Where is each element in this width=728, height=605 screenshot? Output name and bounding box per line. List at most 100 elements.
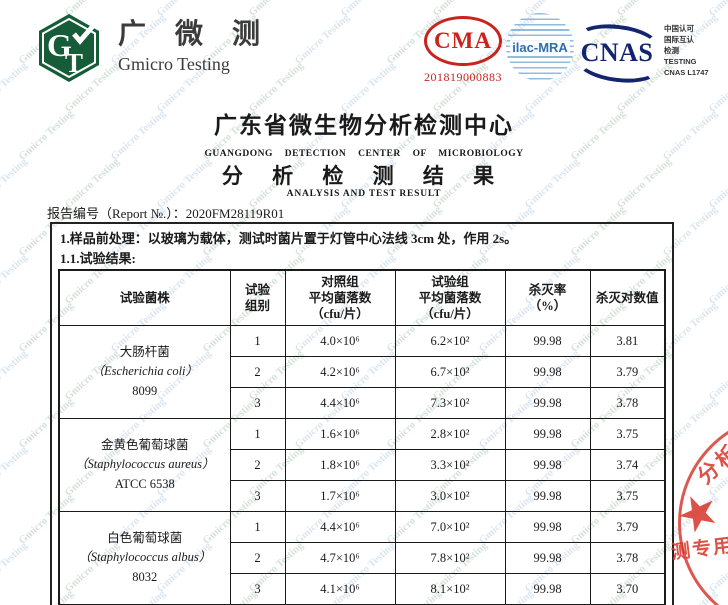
- table-cell: 4.2×10⁶: [284, 356, 396, 388]
- table-cell: 3: [229, 573, 286, 605]
- table-cell: 4.4×10⁶: [284, 387, 396, 419]
- report-number-line: 报告编号（Report №.）：2020FM28119R01: [47, 203, 284, 222]
- table-cell: 4.7×10⁶: [284, 542, 396, 574]
- cnas-text-line: CNAS L1747: [664, 67, 709, 77]
- table-row: 2 4.7×10⁶ 7.8×10² 99.98 3.78: [59, 542, 666, 574]
- table-cell: 3.79: [589, 356, 666, 388]
- table-header-row: 试验菌株 试验 组别 对照组 平均菌落数 （cfu/片） 试验组 平均菌落数 （cfu/片） 杀灭…: [58, 269, 666, 326]
- cnas-text-line: 国际互认: [664, 34, 694, 44]
- strain-name-cn: 金黄色葡萄球菌: [100, 437, 189, 452]
- table-cell: 2: [229, 542, 286, 574]
- table-row: 3 4.1×10⁶ 8.1×10² 99.98 3.70: [59, 573, 666, 605]
- watermark-text: Gmicro Testing: [293, 12, 352, 67]
- cnas-text-line: TESTING: [664, 56, 697, 66]
- cma-certification: CMA 201819000883: [424, 16, 502, 85]
- strain-name-latin: （Escherichia coli）: [91, 364, 199, 379]
- watermark-text: Gmicro Testing: [707, 348, 728, 403]
- cnas-logo-icon: CNAS: [580, 38, 654, 70]
- svg-text:T: T: [65, 48, 83, 78]
- watermark-text: Gmicro Testing: [0, 444, 30, 499]
- table-cell: 99.98: [504, 573, 591, 605]
- column-header: 杀灭对数值: [589, 269, 666, 326]
- watermark-text: Gmicro Testing: [707, 252, 728, 307]
- cma-logo-icon: CMA: [424, 16, 502, 66]
- cnas-label: CNAS: [580, 38, 654, 67]
- svg-text:G: G: [47, 27, 72, 63]
- table-cell: 6.7×10²: [394, 356, 506, 388]
- cnas-text-line: 检测: [664, 45, 679, 55]
- table-cell: 1.7×10⁶: [284, 480, 396, 512]
- column-header: 试验菌株: [58, 269, 231, 326]
- pretreatment-text: 1.样品前处理：以玻璃为载体，测试时菌片置于灯管中心法线 3cm 处，作用 2s…: [60, 231, 518, 246]
- table-cell: 7.0×10²: [394, 511, 506, 543]
- strain-name-cell: 大肠杆菌 （Escherichia coli） 8099: [58, 325, 231, 419]
- table-cell: 99.98: [504, 511, 591, 543]
- brand-logo: G T 广 微 测 Gmicro Testing: [34, 12, 271, 84]
- table-cell: 2: [229, 449, 286, 481]
- cnas-accreditation-text: 中国认可 国际互认 检测 TESTING CNAS L1747: [664, 24, 709, 78]
- brand-name-en: Gmicro Testing: [118, 53, 230, 74]
- strain-name-cn: 白色葡萄球菌: [107, 530, 183, 545]
- red-seal: ★ 分析 测专用: [668, 413, 728, 605]
- result-title-en: ANALYSIS AND TEST RESULT: [286, 189, 442, 199]
- watermark-text: Gmicro Testing: [0, 540, 30, 595]
- table-cell: 3.0×10²: [394, 480, 506, 512]
- table-cell: 1: [229, 511, 286, 543]
- table-cell: 1: [229, 418, 286, 450]
- table-cell: 4.4×10⁶: [284, 511, 396, 543]
- strain-name-cell: 白色葡萄球菌 （Staphylococcus albus） 8032: [58, 511, 231, 605]
- watermark-text: Gmicro Testing: [0, 348, 30, 403]
- table-cell: 3.79: [589, 511, 666, 543]
- column-header: 对照组 平均菌落数 （cfu/片）: [284, 269, 396, 326]
- center-title-en: GUANGDONG DETECTION CENTER OF MICROBIOLO…: [204, 149, 524, 159]
- column-header: 试验组 平均菌落数 （cfu/片）: [394, 269, 506, 326]
- strain-code: 8099: [132, 383, 158, 398]
- report-number-label: 报告编号（Report №.）：: [47, 206, 186, 221]
- table-cell: 1.6×10⁶: [284, 418, 396, 450]
- table-row: 大肠杆菌 （Escherichia coli） 8099 1 4.0×10⁶ 6.2×10…: [58, 325, 666, 419]
- cma-label: CMA: [434, 28, 492, 53]
- table-cell: 99.98: [504, 418, 591, 450]
- brand-name-cn: 广 微 测: [118, 19, 272, 50]
- seal-bottom-text: 测专用: [670, 535, 728, 564]
- table-cell: 3.75: [589, 418, 666, 450]
- table-cell: 3: [229, 480, 286, 512]
- table-cell: 99.98: [504, 449, 591, 481]
- watermark-text: Gmicro Testing: [0, 252, 30, 307]
- table-row: 白色葡萄球菌 （Staphylococcus albus） 8032 1 4.4×10⁶…: [58, 511, 666, 605]
- table-row: 金黄色葡萄球菌 （Staphylococcus aureus） ATCC 6538 1…: [58, 418, 666, 512]
- table-cell: 7.8×10²: [394, 542, 506, 574]
- strain-name-cell: 金黄色葡萄球菌 （Staphylococcus aureus） ATCC 6538: [58, 418, 231, 512]
- result-heading: 1.1.试验结果:: [60, 251, 136, 266]
- table-cell: 99.98: [504, 387, 591, 419]
- table-cell: 3.75: [589, 480, 666, 512]
- table-cell: 99.98: [504, 542, 591, 574]
- table-cell: 4.0×10⁶: [284, 325, 396, 357]
- column-header: 试验 组别: [229, 269, 286, 326]
- table-cell: 3: [229, 387, 286, 419]
- ilac-mra-logo-icon: ilac-MRA: [506, 13, 574, 81]
- watermark-text: Gmicro Testing: [339, 0, 398, 19]
- brand-text: 广 微 测 Gmicro Testing: [118, 12, 271, 75]
- results-box: 1.样品前处理：以玻璃为载体，测试时菌片置于灯管中心法线 3cm 处，作用 2s…: [50, 222, 674, 605]
- strain-name-latin: （Staphylococcus albus）: [78, 550, 212, 565]
- watermark-text: Gmicro Testing: [707, 0, 728, 19]
- table-cell: 99.98: [504, 480, 591, 512]
- table-cell: 8.1×10²: [394, 573, 506, 605]
- watermark-text: Gmicro Testing: [615, 0, 674, 19]
- table-cell: 3.3×10²: [394, 449, 506, 481]
- strain-name-cn: 大肠杆菌: [119, 344, 170, 359]
- seal-top-text: 分析: [692, 438, 728, 489]
- strain-code: 8032: [132, 569, 158, 584]
- watermark-text: Gmicro Testing: [0, 0, 30, 19]
- table-row: 3 4.4×10⁶ 7.3×10² 99.98 3.78: [59, 387, 666, 419]
- table-cell: 4.1×10⁶: [284, 573, 396, 605]
- table-cell: 1: [229, 325, 286, 357]
- table-cell: 3.78: [589, 387, 666, 419]
- results-table: 试验菌株 试验 组别 对照组 平均菌落数 （cfu/片） 试验组 平均菌落数 （cfu/片） 杀灭…: [58, 269, 666, 605]
- table-cell: 3.78: [589, 542, 666, 574]
- table-cell: 2: [229, 356, 286, 388]
- table-cell: 3.70: [589, 573, 666, 605]
- column-header: 杀灭率 （%）: [504, 269, 591, 326]
